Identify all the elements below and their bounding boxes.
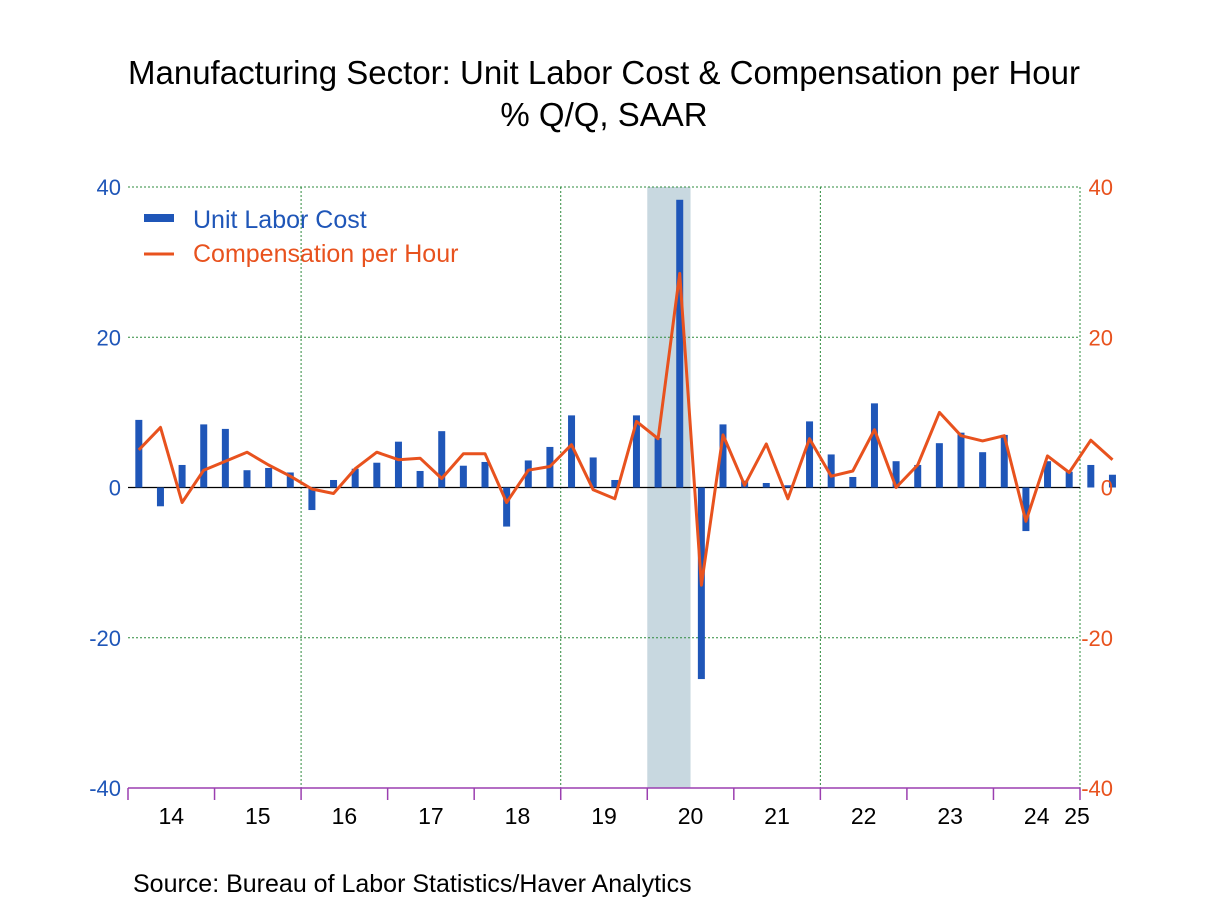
chart-title: Manufacturing Sector: Unit Labor Cost & … [128,54,1080,91]
bar-unit-labor-cost [676,199,684,488]
y-left-tick-label: -20 [89,626,121,651]
y-right-tick-label: 0 [1101,476,1113,501]
y-right-tick-label: 20 [1089,325,1113,350]
x-tick-label: 24 [1024,803,1050,829]
x-tick-label: 14 [158,803,184,829]
bar-unit-labor-cost [330,479,338,488]
bar-unit-labor-cost [589,457,597,488]
bar-unit-labor-cost [481,461,489,488]
bar-unit-labor-cost [221,428,229,488]
x-tick-label: 15 [245,803,271,829]
bar-unit-labor-cost [524,460,532,488]
y-right-tick-label: -20 [1081,626,1113,651]
bar-unit-labor-cost [979,452,987,488]
bar-unit-labor-cost [762,482,770,488]
chart-subtitle: % Q/Q, SAAR [500,96,708,133]
bar-unit-labor-cost [178,464,186,488]
y-left-tick-label: 40 [97,175,121,200]
bar-unit-labor-cost [892,461,900,488]
bar-unit-labor-cost [265,467,273,488]
bar-unit-labor-cost [1108,474,1116,488]
x-tick-label: 20 [678,803,704,829]
bar-unit-labor-cost [849,476,857,488]
legend: Unit Labor Cost Compensation per Hour [144,206,458,268]
bar-unit-labor-cost [351,468,359,488]
y-right-tick-label: 40 [1089,175,1113,200]
bar-unit-labor-cost [135,419,143,488]
y-right-tick-label: -40 [1081,776,1113,801]
bar-unit-labor-cost [827,454,835,488]
bar-unit-labor-cost [935,443,943,488]
bar-unit-labor-cost [1065,471,1073,488]
x-tick-label: 16 [332,803,358,829]
bar-unit-labor-cost [286,472,294,488]
y-left-tick-label: 0 [109,476,121,501]
x-tick-label: 21 [764,803,790,829]
x-tick-label: 17 [418,803,444,829]
axes: 14 15 16 17 18 19 20 21 22 23 24 25 40 20 0 -20 -40 40 20 0… [89,175,1113,829]
compensation-line-layer [137,271,1114,587]
bar-unit-labor-cost [394,441,402,488]
source-note: Source: Bureau of Labor Statistics/Haver… [133,870,692,898]
bar-unit-labor-cost [1022,487,1030,532]
bar-unit-labor-cost [200,424,208,488]
bar-unit-labor-cost [459,465,467,488]
x-tick-label: 19 [591,803,617,829]
bar-unit-labor-cost [1000,434,1008,488]
x-tick-label: 22 [851,803,877,829]
legend-label-unit-labor-cost: Unit Labor Cost [193,206,367,234]
bar-unit-labor-cost [654,437,662,488]
y-left-tick-label: 20 [97,325,121,350]
bar-unit-labor-cost [308,487,316,511]
x-tick-label: 23 [937,803,963,829]
legend-swatch-unit-labor-cost [144,214,174,222]
bar-unit-labor-cost [416,470,424,488]
bar-unit-labor-cost [156,487,164,507]
compensation-line [137,271,1114,587]
bar-unit-labor-cost [438,431,446,488]
bar-unit-labor-cost [914,464,922,488]
legend-label-compensation: Compensation per Hour [193,240,458,268]
bar-unit-labor-cost [632,415,640,488]
bar-unit-labor-cost [870,403,878,488]
x-tick-label: 18 [505,803,531,829]
unit-labor-cost-bars [135,199,1116,680]
bar-unit-labor-cost [784,485,792,488]
bar-unit-labor-cost [611,479,619,488]
y-left-tick-label: -40 [89,776,121,801]
bar-unit-labor-cost [243,470,251,488]
bar-unit-labor-cost [503,487,511,527]
bar-unit-labor-cost [719,424,727,488]
bar-unit-labor-cost [1087,464,1095,488]
bar-unit-labor-cost [957,432,965,488]
x-tick-label: 25 [1064,803,1090,829]
bar-unit-labor-cost [373,462,381,488]
bar-unit-labor-cost [1044,461,1052,488]
bar-unit-labor-cost [806,421,814,488]
bar-unit-labor-cost [568,415,576,488]
